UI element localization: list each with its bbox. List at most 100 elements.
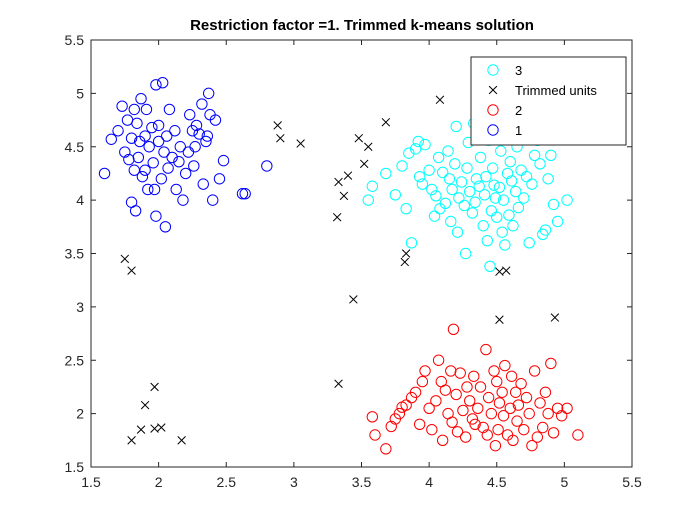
y-tick-label: 2: [76, 406, 84, 422]
trimmed-point: [400, 257, 410, 267]
data-point: [161, 130, 173, 142]
data-point: [547, 427, 560, 439]
trimmed-point: [136, 425, 146, 434]
data-point: [140, 103, 153, 116]
trimmed-point: [150, 382, 159, 392]
data-point: [147, 157, 159, 169]
trimmed-point: [501, 266, 511, 275]
data-point: [469, 418, 481, 430]
data-point: [454, 367, 466, 379]
data-point: [190, 119, 203, 132]
data-point: [156, 77, 169, 89]
data-point: [474, 381, 487, 393]
series-3: [362, 117, 573, 273]
data-point: [504, 402, 516, 414]
data-point: [472, 402, 484, 414]
data-point: [481, 429, 493, 441]
data-point: [451, 226, 464, 238]
legend-label: 1: [515, 123, 522, 138]
trimmed-point: [550, 313, 560, 322]
y-tick-label: 1.5: [65, 459, 85, 475]
trimmed-point: [349, 295, 358, 304]
data-point: [496, 386, 508, 398]
trimmed-point: [495, 267, 504, 276]
data-point: [158, 146, 170, 158]
data-point: [481, 234, 493, 247]
x-tick-label: 2.5: [217, 474, 237, 490]
data-point: [461, 381, 473, 393]
chart-title: Restriction factor =1. Trimmed k-means s…: [190, 17, 534, 34]
data-point: [489, 439, 502, 452]
data-point: [515, 378, 527, 390]
data-point: [477, 220, 489, 232]
trimmed-point: [334, 379, 343, 388]
legend-label: 2: [515, 103, 522, 118]
data-point: [163, 103, 176, 116]
data-point: [380, 443, 392, 455]
trimmed-point: [332, 212, 342, 222]
legend-label: Trimmed units: [515, 83, 597, 98]
data-point: [189, 141, 201, 153]
trimmed-point: [495, 315, 504, 324]
series-trimmed: [120, 95, 560, 445]
data-point: [119, 146, 131, 158]
data-point: [509, 185, 522, 198]
data-point: [468, 370, 480, 382]
data-point: [403, 147, 415, 159]
x-tick-label: 4.5: [487, 474, 507, 490]
data-point: [534, 158, 546, 170]
data-point: [129, 205, 142, 217]
trimmed-point: [435, 95, 445, 105]
data-point: [496, 226, 508, 238]
data-point: [537, 421, 549, 434]
data-point: [449, 158, 461, 170]
data-point: [453, 192, 465, 204]
legend: 3 Trimmed units 2 1: [470, 56, 627, 146]
data-marks: [98, 77, 584, 455]
data-point: [188, 160, 200, 172]
trimmed-point: [381, 117, 391, 127]
data-point: [125, 132, 138, 144]
data-point: [561, 194, 573, 206]
data-point: [507, 434, 519, 447]
data-point: [423, 164, 435, 176]
trimmed-point: [140, 400, 150, 410]
data-point: [499, 239, 511, 251]
data-point: [409, 143, 422, 155]
data-point: [443, 173, 456, 185]
data-point: [488, 365, 500, 377]
data-point: [539, 224, 552, 236]
legend-marker: [487, 124, 499, 136]
data-point: [98, 167, 111, 180]
data-point: [179, 167, 192, 180]
data-point: [497, 410, 510, 422]
data-point: [455, 176, 468, 188]
data-point: [389, 189, 402, 201]
axes: 1.5 2 2.5 3 3.5 4 4.5 5 5.5 1.5 2 2.5 3 3.5 4 4.5 5 5.5: [65, 32, 642, 490]
data-point: [451, 426, 464, 438]
data-point: [445, 215, 457, 228]
data-point: [409, 386, 422, 398]
data-point: [139, 164, 151, 176]
series-1: [98, 77, 273, 233]
data-point: [469, 196, 481, 208]
trimmed-point: [334, 177, 343, 187]
y-tick-label: 4.5: [65, 139, 85, 155]
data-point: [504, 155, 516, 168]
y-tick-label: 3.5: [65, 246, 85, 262]
x-tick-label: 5: [560, 474, 568, 490]
data-point: [512, 399, 525, 411]
data-point: [159, 221, 172, 233]
data-point: [400, 399, 412, 411]
data-point: [551, 215, 564, 228]
legend-marker: [488, 85, 498, 95]
data-point: [466, 413, 479, 425]
data-point: [531, 431, 544, 443]
data-point: [416, 178, 429, 190]
data-point: [239, 188, 251, 200]
trimmed-point: [120, 254, 130, 264]
data-point: [461, 162, 473, 174]
series-2: [366, 323, 584, 455]
data-point: [416, 375, 429, 388]
data-point: [143, 141, 155, 153]
